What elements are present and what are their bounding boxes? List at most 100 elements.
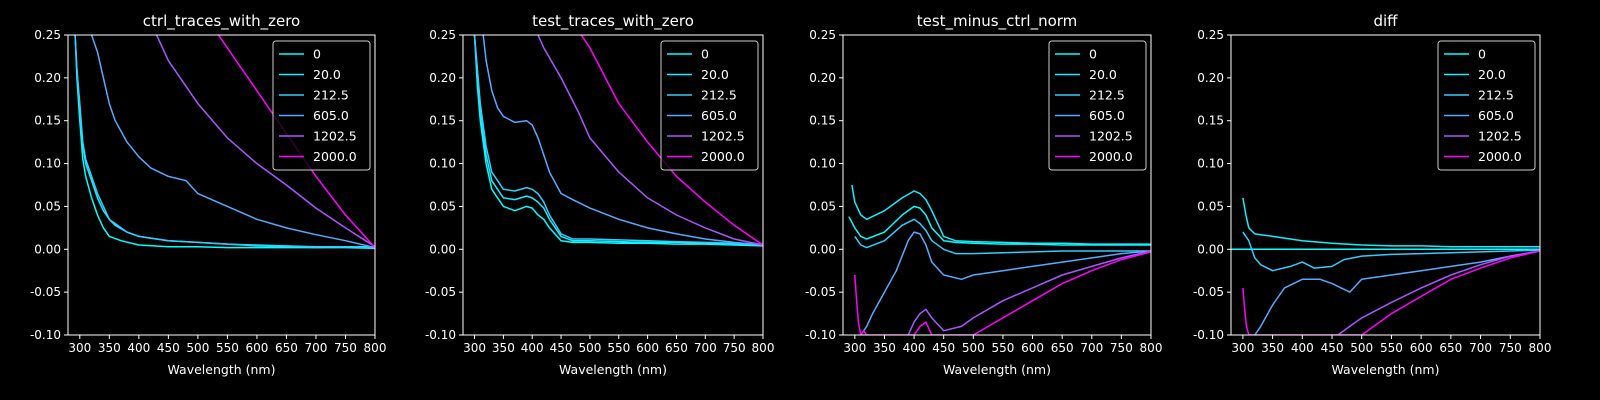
- legend-entry: 2000.0: [1089, 149, 1133, 164]
- x-tick-label: 350: [98, 341, 121, 355]
- chart-panel-2: 300 350 400 450 500 550 600 650 700 750 800 -0.10 -0…: [425, 12, 775, 377]
- legend-entry: 605.0: [1089, 108, 1125, 123]
- y-tick-label: 0.05: [34, 199, 61, 213]
- x-tick-label: 550: [216, 341, 239, 355]
- series-line-5: [854, 251, 1151, 335]
- plot-frame: [67, 34, 376, 336]
- y-tick-label: 0.25: [429, 28, 456, 42]
- plot-frame: [1230, 34, 1541, 336]
- x-tick-label: 300: [463, 341, 486, 355]
- series-line-1: [1242, 197, 1540, 248]
- x-tick-label: 700: [1080, 341, 1103, 355]
- series-line-0: [473, 35, 763, 247]
- chart-panel-4: 300 350 400 450 500 550 600 650 700 750 800 -0.10 -0…: [1193, 12, 1552, 377]
- legend-entry: 20.0: [1478, 67, 1506, 82]
- legend-entry: 1202.5: [1478, 129, 1522, 144]
- series-line-2: [74, 35, 375, 249]
- series-line-0: [74, 35, 375, 249]
- x-tick-label: 350: [1261, 341, 1284, 355]
- x-tick-label: 300: [1231, 341, 1254, 355]
- y-tick-label: 0.15: [34, 114, 61, 128]
- x-tick-label: 650: [275, 341, 298, 355]
- series-line-3: [482, 35, 763, 246]
- x-axis-label: Wavelength (nm): [943, 362, 1051, 377]
- x-tick-label: 700: [1469, 341, 1492, 355]
- x-tick-label: 500: [1350, 341, 1373, 355]
- legend-entry: 20.0: [1089, 67, 1117, 82]
- x-tick-label: 550: [607, 341, 630, 355]
- series-line-4: [155, 35, 375, 248]
- x-tick-label: 400: [1291, 341, 1314, 355]
- legend-entry: 605.0: [313, 108, 349, 123]
- legend-box: [1437, 40, 1536, 171]
- x-tick-label: 600: [1410, 341, 1433, 355]
- legend-entry: 20.0: [313, 67, 341, 82]
- legend-entry: 212.5: [1478, 88, 1514, 103]
- x-tick-label: 450: [932, 341, 955, 355]
- legend-entry: 0: [1089, 47, 1097, 62]
- y-tick-label: 0.00: [1197, 242, 1224, 256]
- x-tick-label: 750: [334, 341, 357, 355]
- series-line-3: [90, 35, 375, 249]
- series-line-1: [473, 35, 763, 246]
- y-tick-label: 0.20: [1197, 71, 1224, 85]
- x-tick-label: 450: [1321, 341, 1344, 355]
- series-group: [848, 184, 1151, 335]
- x-tick-label: 500: [962, 341, 985, 355]
- series-line-0: [848, 205, 1151, 246]
- legend-entry: 0: [313, 47, 321, 62]
- y-tick-label: 0.20: [429, 71, 456, 85]
- legend-entry: 1202.5: [313, 129, 357, 144]
- x-tick-label: 750: [723, 341, 746, 355]
- series-line-2: [854, 218, 1151, 255]
- y-tick-label: -0.05: [805, 285, 836, 299]
- chart-title: test_traces_with_zero: [532, 12, 694, 31]
- y-tick-label: 0.10: [34, 157, 61, 171]
- legend: 0 20.0 212.5 605.0 1202.5 2000.0: [272, 40, 371, 171]
- y-tick-label: 0.25: [809, 28, 836, 42]
- chart-panel-3: 300 350 400 450 500 550 600 650 700 750 800 -0.10 -0…: [805, 12, 1163, 377]
- legend-entry: 20.0: [701, 67, 729, 82]
- chart-title: ctrl_traces_with_zero: [143, 12, 300, 31]
- chart-panel-1: 300 350 400 450 500 550 600 650 700 750 800 -0.10 -0…: [30, 12, 387, 377]
- x-tick-label: 600: [636, 341, 659, 355]
- x-tick-label: 400: [521, 341, 544, 355]
- series-line-4: [1337, 250, 1540, 335]
- x-tick-label: 800: [1529, 341, 1552, 355]
- legend-entry: 212.5: [701, 88, 737, 103]
- y-tick-label: -0.10: [30, 328, 61, 342]
- x-axis-label: Wavelength (nm): [1332, 362, 1440, 377]
- x-tick-label: 350: [492, 341, 515, 355]
- series-line-3: [1254, 250, 1540, 335]
- series-line-5: [1242, 250, 1540, 335]
- legend-entry: 2000.0: [701, 149, 745, 164]
- y-tick-label: 0.00: [429, 242, 456, 256]
- x-tick-label: 800: [752, 341, 775, 355]
- x-tick-label: 700: [694, 341, 717, 355]
- legend-entry: 1202.5: [1089, 129, 1133, 144]
- x-tick-label: 800: [364, 341, 387, 355]
- y-tick-label: -0.10: [805, 328, 836, 342]
- series-line-2: [1242, 231, 1540, 272]
- y-tick-label: 0.05: [429, 199, 456, 213]
- y-tick-label: -0.05: [1193, 285, 1224, 299]
- x-tick-label: 600: [1021, 341, 1044, 355]
- y-tick-label: 0.05: [1197, 199, 1224, 213]
- y-tick-label: 0.05: [809, 199, 836, 213]
- x-tick-label: 600: [245, 341, 268, 355]
- x-axis-label: Wavelength (nm): [168, 362, 276, 377]
- x-tick-label: 700: [305, 341, 328, 355]
- x-axis-label: Wavelength (nm): [559, 362, 667, 377]
- y-tick-label: 0.10: [429, 157, 456, 171]
- x-tick-label: 450: [157, 341, 180, 355]
- y-tick-label: 0.15: [809, 114, 836, 128]
- y-tick-label: 0.10: [1197, 157, 1224, 171]
- legend-entry: 605.0: [701, 108, 737, 123]
- y-tick-label: -0.05: [30, 285, 61, 299]
- legend-entry: 212.5: [313, 88, 349, 103]
- plot-frame: [462, 34, 764, 336]
- series-line-2: [473, 35, 763, 245]
- legend-entry: 1202.5: [701, 129, 745, 144]
- legend-entry: 0: [701, 47, 709, 62]
- y-tick-label: 0.20: [34, 71, 61, 85]
